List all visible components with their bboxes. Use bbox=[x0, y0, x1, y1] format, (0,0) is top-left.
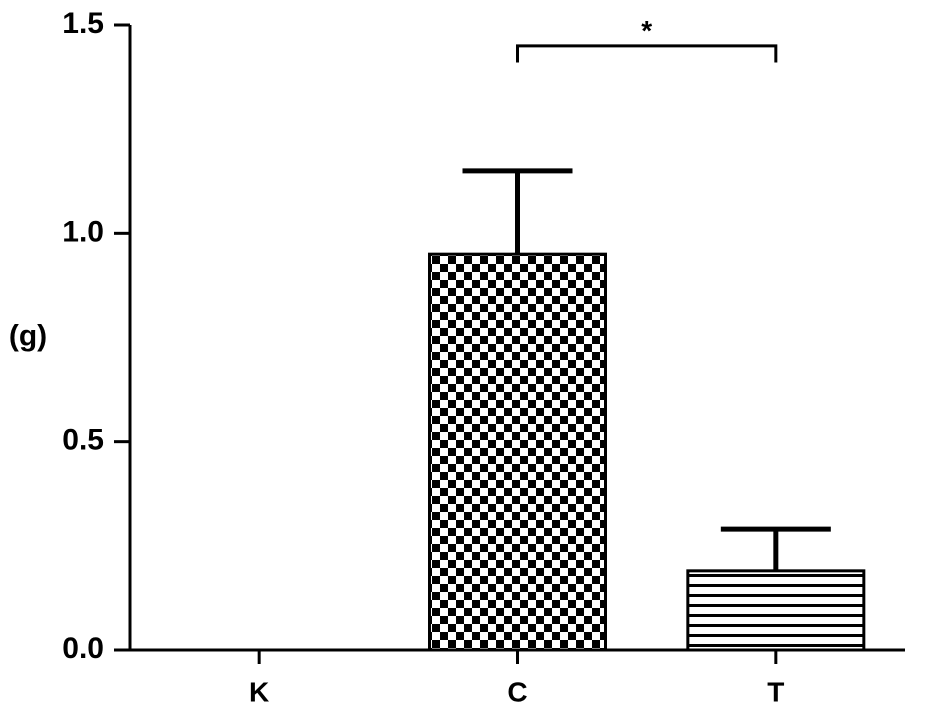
x-tick-label: K bbox=[249, 676, 269, 707]
x-tick-label: T bbox=[767, 676, 784, 707]
y-tick-label: 0.0 bbox=[62, 632, 104, 665]
y-tick-label: 1.0 bbox=[62, 215, 104, 248]
y-tick-label: 0.5 bbox=[62, 424, 104, 457]
y-tick-label: 1.5 bbox=[62, 7, 104, 40]
y-axis-label: (g) bbox=[9, 319, 47, 352]
significance-bracket bbox=[518, 46, 776, 63]
bar-chart: 0.0 0.5 1.0 1.5 (g) K C T * bbox=[0, 0, 933, 712]
x-tick-label: C bbox=[507, 676, 527, 707]
bar bbox=[430, 254, 606, 650]
bar bbox=[688, 571, 864, 650]
significance-label: * bbox=[641, 15, 652, 46]
